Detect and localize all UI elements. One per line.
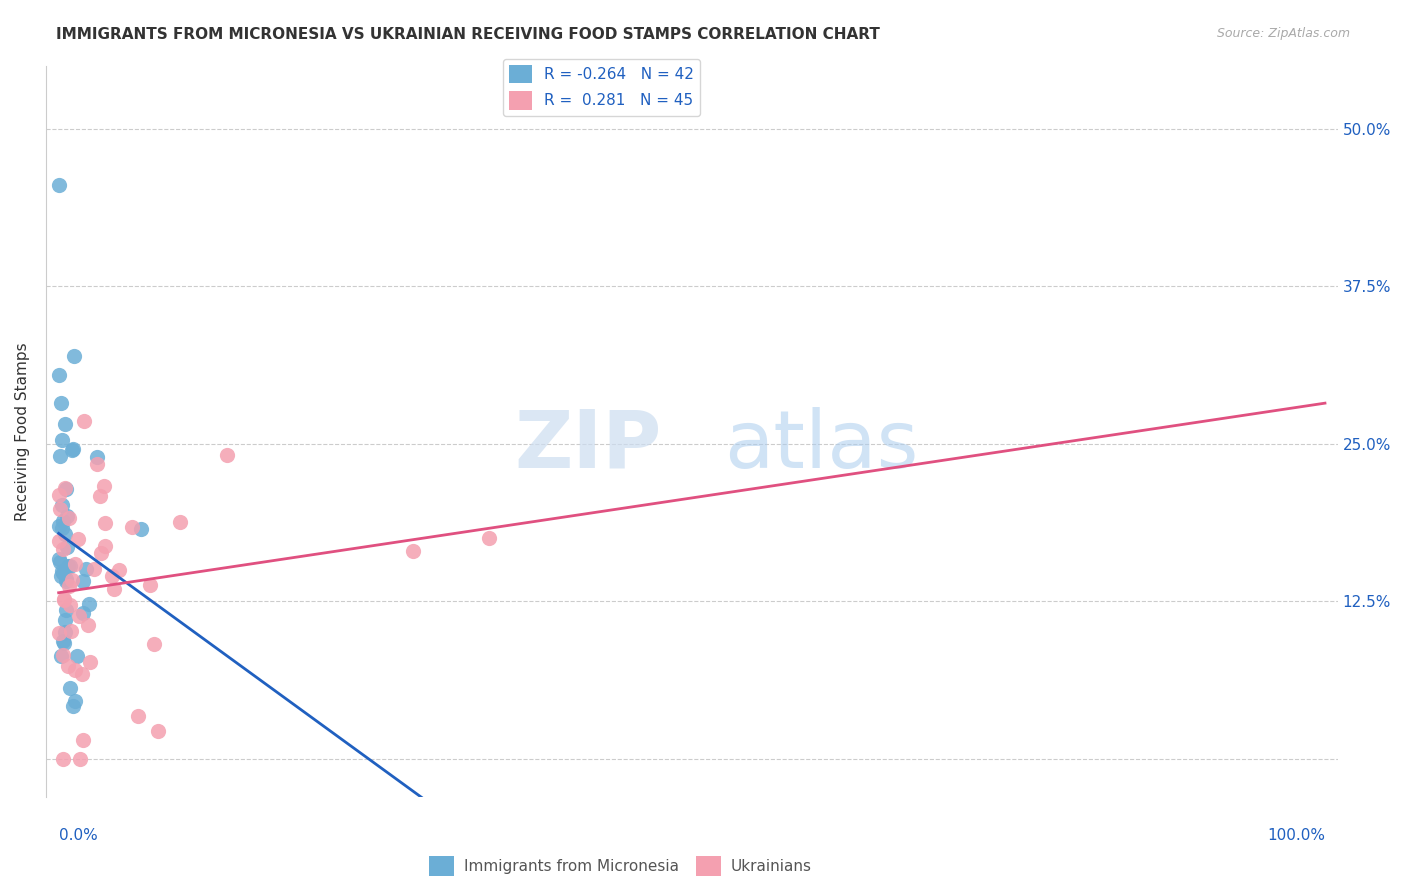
Point [72, 574, 94, 588]
Point [51, 521, 73, 535]
Point [58, 659, 80, 673]
Text: Immigrants from Micronesia: Immigrants from Micronesia [464, 859, 679, 873]
Point [51, 499, 73, 513]
Point [48, 626, 70, 640]
Point [49, 555, 72, 569]
Point [121, 520, 143, 534]
Point [48, 552, 70, 566]
Bar [429, 856, 454, 876]
Text: ZIP: ZIP [515, 407, 662, 485]
Point [59, 558, 82, 573]
Legend: R = -0.264   N = 42, R =  0.281   N = 45: R = -0.264 N = 42, R = 0.281 N = 45 [503, 59, 700, 116]
Point [52, 648, 75, 663]
Text: 100.0%: 100.0% [1267, 829, 1324, 843]
Point [52, 633, 75, 648]
Point [55, 613, 77, 627]
Point [48, 488, 70, 502]
Point [59, 598, 82, 612]
Point [48, 368, 70, 383]
Point [48, 502, 70, 516]
Point [70, 667, 93, 681]
Point [169, 515, 191, 529]
Point [89, 489, 111, 503]
Point [55, 572, 77, 586]
Point [63, 694, 86, 708]
Point [63, 557, 86, 571]
Point [73, 414, 96, 428]
Point [79, 655, 101, 669]
Point [53, 636, 76, 650]
Point [142, 637, 165, 651]
Point [72, 733, 94, 747]
Point [217, 448, 239, 462]
Point [94, 539, 117, 553]
Point [53, 527, 76, 541]
Point [48, 534, 70, 549]
Point [77, 617, 100, 632]
Point [75, 562, 97, 576]
Point [63, 349, 86, 363]
Point [51, 752, 73, 766]
Point [55, 509, 77, 524]
Text: 0.0%: 0.0% [59, 829, 97, 843]
Point [63, 663, 86, 677]
Point [60, 442, 83, 457]
Point [51, 564, 73, 578]
Point [86, 450, 108, 465]
Point [56, 540, 79, 554]
Point [49, 449, 72, 463]
Point [52, 566, 75, 580]
Point [83, 562, 105, 576]
Point [53, 592, 76, 607]
Point [108, 563, 131, 577]
Point [148, 723, 170, 738]
Point [90, 546, 112, 560]
Point [67, 609, 90, 624]
Text: atlas: atlas [724, 407, 918, 485]
Point [72, 607, 94, 621]
Bar [696, 856, 721, 876]
Point [62, 698, 84, 713]
Point [58, 511, 80, 525]
Text: Ukrainians: Ukrainians [731, 859, 813, 873]
Point [402, 544, 425, 558]
Point [55, 483, 77, 497]
Point [94, 516, 117, 531]
Point [77, 597, 100, 611]
Point [49, 396, 72, 410]
Point [48, 519, 70, 533]
Point [53, 624, 76, 639]
Point [62, 442, 84, 456]
Point [52, 542, 75, 557]
Point [48, 178, 70, 193]
Point [58, 579, 80, 593]
Y-axis label: Receiving Food Stamps: Receiving Food Stamps [15, 342, 30, 521]
Point [53, 481, 76, 495]
Text: Source: ZipAtlas.com: Source: ZipAtlas.com [1216, 27, 1350, 40]
Point [56, 558, 79, 573]
Point [59, 681, 82, 695]
Point [55, 574, 77, 589]
Point [66, 648, 89, 663]
Point [86, 457, 108, 471]
Point [51, 433, 73, 447]
Point [49, 569, 72, 583]
Point [127, 709, 149, 723]
Point [52, 592, 75, 607]
Point [129, 522, 152, 536]
Point [139, 578, 162, 592]
Point [69, 752, 91, 766]
Point [52, 515, 75, 529]
Point [101, 569, 124, 583]
Point [66, 532, 89, 546]
Point [60, 573, 83, 587]
Point [53, 417, 76, 431]
Point [103, 582, 125, 597]
Text: IMMIGRANTS FROM MICRONESIA VS UKRAINIAN RECEIVING FOOD STAMPS CORRELATION CHART: IMMIGRANTS FROM MICRONESIA VS UKRAINIAN … [56, 27, 880, 42]
Point [478, 532, 501, 546]
Point [51, 649, 73, 664]
Point [93, 479, 115, 493]
Point [60, 624, 83, 638]
Point [55, 603, 77, 617]
